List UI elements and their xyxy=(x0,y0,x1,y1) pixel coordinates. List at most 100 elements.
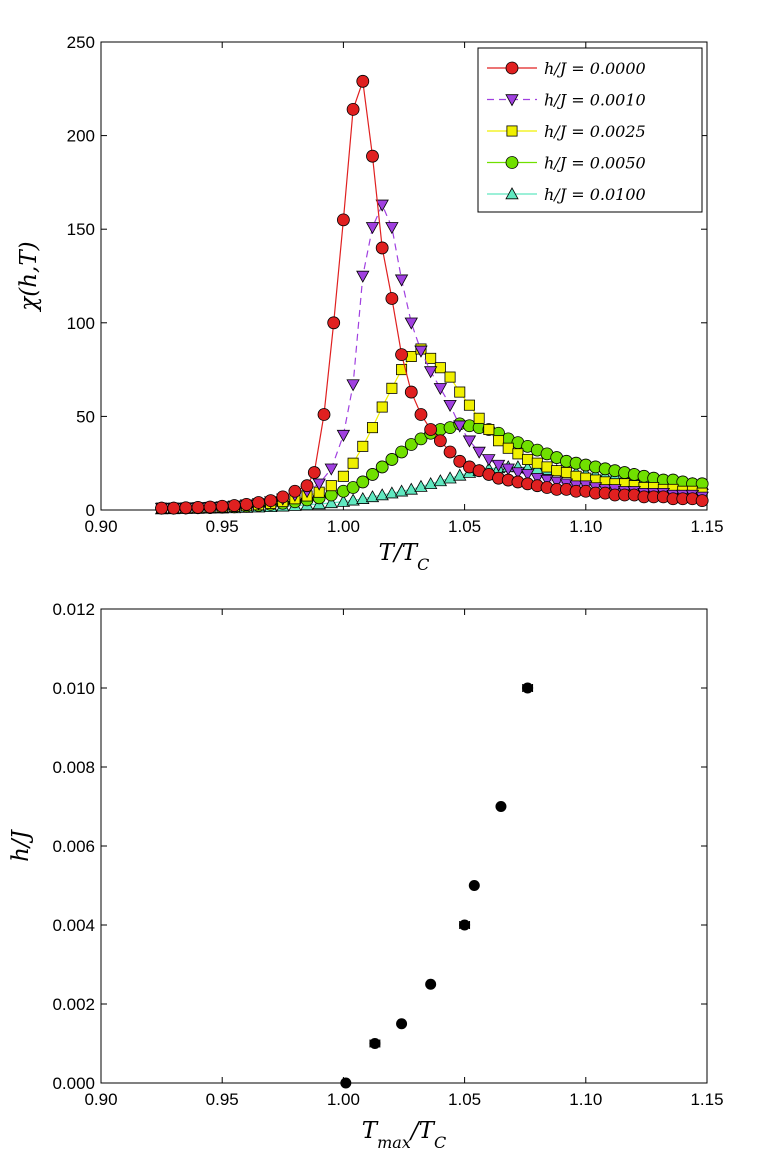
legend-marker xyxy=(505,61,519,75)
data-point xyxy=(433,383,448,396)
data-point xyxy=(240,497,253,511)
data-point xyxy=(312,478,326,491)
point-marker xyxy=(468,880,480,891)
legend-entries: h/J = 0.0000 h/J = 0.0010 h/J = 0.0025 h/J … xyxy=(487,59,646,204)
point-marker xyxy=(340,1077,352,1089)
data-point xyxy=(340,1077,352,1089)
data-point xyxy=(347,457,359,469)
point-marker xyxy=(396,1018,408,1030)
top-x-tick-label: 0.95 xyxy=(206,517,239,536)
data-point xyxy=(482,454,496,467)
data-point xyxy=(366,468,379,481)
data-point xyxy=(179,501,193,515)
bottom-x-tick-label: 1.05 xyxy=(448,1090,481,1109)
data-point xyxy=(454,386,466,398)
top-y-tick-label: 100 xyxy=(67,314,95,333)
data-point xyxy=(530,472,544,485)
data-point xyxy=(551,465,563,477)
data-point xyxy=(404,438,418,451)
data-point xyxy=(531,457,543,469)
data-point xyxy=(264,494,278,508)
data-point xyxy=(434,362,446,374)
data-point xyxy=(357,440,369,452)
top-x-tick-label: 1.05 xyxy=(448,517,481,536)
data-point xyxy=(423,476,438,489)
legend: h/J = 0.0000 h/J = 0.0010 h/J = 0.0025 h/J … xyxy=(477,47,703,213)
legend-label: h/J = 0.0025 xyxy=(544,122,646,141)
data-point xyxy=(404,385,418,399)
data-point xyxy=(385,222,399,235)
top-y-tick-label: 200 xyxy=(67,127,95,146)
data-point xyxy=(252,496,265,509)
data-point xyxy=(560,467,572,479)
data-point xyxy=(404,482,418,495)
data-point xyxy=(385,453,399,466)
data-point xyxy=(325,480,337,492)
data-point xyxy=(375,199,389,212)
data-point xyxy=(443,399,457,412)
data-point xyxy=(288,484,302,498)
top-y-tick-label: 0 xyxy=(86,501,95,520)
bottom-x-tick-label: 0.90 xyxy=(84,1090,117,1109)
bottom-y-tick-label: 0.002 xyxy=(52,995,95,1014)
data-point xyxy=(346,493,360,506)
top-y-tick-label: 150 xyxy=(67,220,95,239)
data-point xyxy=(453,420,467,433)
data-point xyxy=(522,453,534,465)
data-point xyxy=(386,382,398,394)
bottom-y-axis-title: h/J xyxy=(8,828,34,862)
point-marker xyxy=(495,801,507,812)
data-point xyxy=(385,486,399,499)
top-x-tick-label: 1.15 xyxy=(690,517,723,536)
data-point xyxy=(337,470,349,482)
data-point xyxy=(396,364,408,376)
data-point xyxy=(501,463,515,476)
data-point xyxy=(483,424,495,436)
legend-marker xyxy=(506,125,518,137)
data-point xyxy=(376,401,388,413)
data-point xyxy=(300,479,314,493)
data-point xyxy=(493,435,505,447)
top-series-group xyxy=(154,74,709,515)
data-point xyxy=(327,316,341,330)
data-point xyxy=(227,499,241,512)
data-point xyxy=(495,801,507,812)
data-point xyxy=(366,422,378,434)
data-point xyxy=(443,471,457,484)
data-point xyxy=(356,270,370,283)
bottom-y-tick-label: 0.008 xyxy=(52,758,95,777)
data-point xyxy=(512,448,524,460)
data-point xyxy=(425,352,437,364)
data-point xyxy=(346,379,360,392)
data-point xyxy=(424,423,438,436)
data-point xyxy=(155,501,169,515)
data-point xyxy=(385,292,399,305)
data-point xyxy=(324,496,338,509)
data-point xyxy=(394,274,409,287)
data-point xyxy=(395,348,408,362)
legend-marker xyxy=(505,156,519,169)
legend-entry: h/J = 0.0100 xyxy=(487,185,646,204)
legend-label: h/J = 0.0010 xyxy=(544,91,646,110)
top-ticks: 0.90 0.95 1.00 1.05 1.10 1.15 0 50 100 150 200 250 xyxy=(67,33,724,536)
bottom-points-group xyxy=(340,682,534,1089)
data-point xyxy=(375,488,389,501)
data-point xyxy=(570,470,582,482)
data-point xyxy=(468,880,480,891)
data-point xyxy=(473,412,485,424)
data-point xyxy=(366,149,379,163)
data-point xyxy=(414,479,428,492)
data-point xyxy=(203,500,217,514)
data-point xyxy=(502,442,514,454)
point-marker xyxy=(369,1038,381,1049)
series-0 xyxy=(155,74,709,515)
bottom-x-tick-label: 1.10 xyxy=(569,1090,602,1109)
data-point xyxy=(396,1018,408,1030)
legend-label: h/J = 0.0100 xyxy=(544,185,646,204)
top-y-axis-title: χ(h,T) xyxy=(16,241,42,312)
data-point xyxy=(462,435,477,448)
data-point xyxy=(463,399,475,411)
data-point xyxy=(375,460,389,474)
bottom-y-tick-label: 0.006 xyxy=(52,837,95,856)
